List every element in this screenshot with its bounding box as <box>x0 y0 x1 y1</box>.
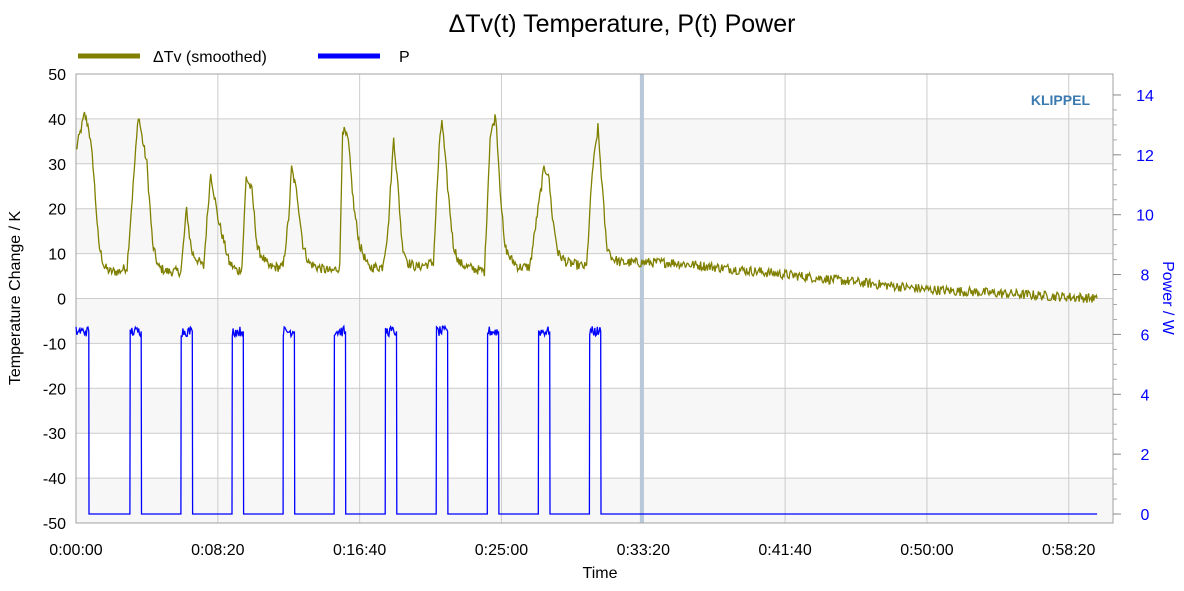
y-tick-label: 10 <box>48 247 66 264</box>
x-tick-label: 0:16:40 <box>333 542 386 559</box>
x-tick-label: 0:50:00 <box>900 542 953 559</box>
series-line-temperature <box>75 111 1098 303</box>
y2-tick-label: 14 <box>1136 88 1154 105</box>
series-line-power <box>75 324 1098 515</box>
y2-tick-label: 4 <box>1141 387 1150 404</box>
plot-frame <box>75 73 1114 524</box>
y-tick-label: -10 <box>43 336 66 353</box>
y-tick-label: -40 <box>43 471 66 488</box>
y-tick-label: -20 <box>43 381 66 398</box>
plot-band <box>76 118 1113 164</box>
y-tick-label: 40 <box>48 112 66 129</box>
x-tick-label: 0:08:20 <box>191 542 244 559</box>
plot-band <box>76 298 1113 344</box>
y-tick-label: 30 <box>48 157 66 174</box>
y2-axis-label: Power / W <box>1159 261 1176 336</box>
y-tick-label: 50 <box>48 67 66 84</box>
x-tick-label: 0:33:20 <box>617 542 670 559</box>
y2-tick-label: 2 <box>1141 447 1150 464</box>
x-axis-ticks: 0:00:00 0:08:20 0:16:40 0:25:00 0:33:20 0:41:… <box>49 542 1095 559</box>
y-tick-label: 20 <box>48 202 66 219</box>
y2-tick-label: 6 <box>1141 327 1150 344</box>
y-tick-label: -30 <box>43 426 66 443</box>
y2-axis-ticks: 14 12 10 8 6 4 2 0 <box>1113 88 1154 524</box>
y-tick-label: 0 <box>57 292 66 309</box>
y2-tick-label: 8 <box>1141 268 1150 285</box>
y-axis-label: Temperature Change / K <box>7 211 24 386</box>
x-tick-label: 0:25:00 <box>475 542 528 559</box>
legend-label-temperature: ΔTv (smoothed) <box>153 49 267 66</box>
plot-band <box>76 388 1113 434</box>
x-tick-label: 0:41:40 <box>758 542 811 559</box>
brand-logo: KLIPPEL <box>1031 92 1091 108</box>
x-axis-label: Time <box>583 565 618 582</box>
plot-band <box>76 478 1113 523</box>
legend: ΔTv (smoothed) P <box>78 49 410 66</box>
x-tick-label: 0:00:00 <box>49 542 102 559</box>
y-axis-ticks: 50 40 30 20 10 0 -10 -20 -30 -40 -50 <box>43 67 66 533</box>
x-tick-label: 0:58:20 <box>1042 542 1095 559</box>
y2-tick-label: 10 <box>1136 208 1154 225</box>
legend-label-power: P <box>399 49 410 66</box>
chart-title: ΔTv(t) Temperature, P(t) Power <box>449 10 796 38</box>
y2-tick-label: 12 <box>1136 148 1154 165</box>
series-layer <box>75 111 1098 515</box>
plot-band <box>76 208 1113 254</box>
y-tick-label: -50 <box>43 516 66 533</box>
y2-tick-label: 0 <box>1141 507 1150 524</box>
